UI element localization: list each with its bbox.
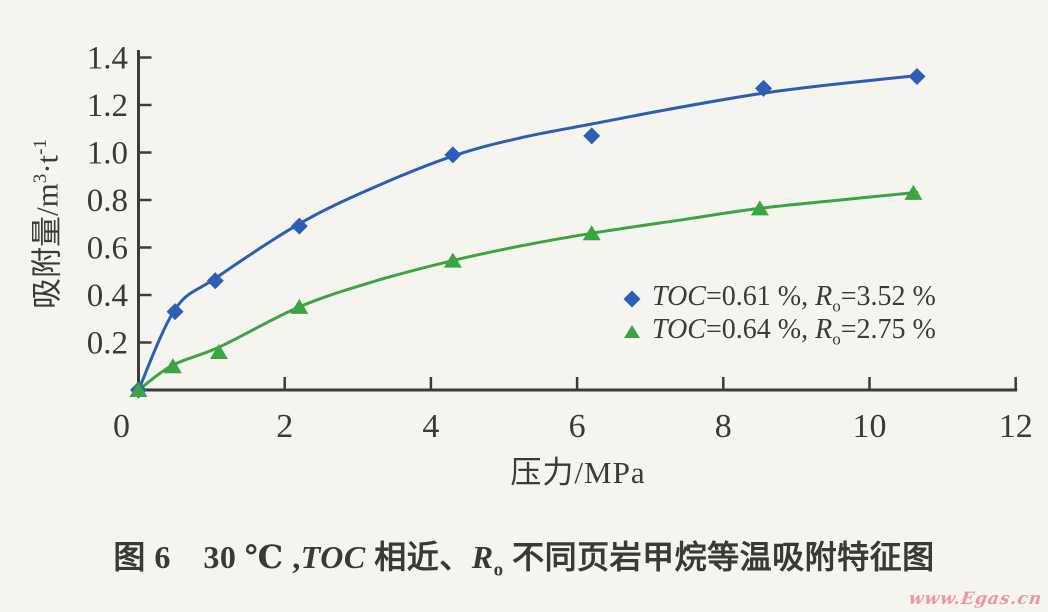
legend2-toc: TOC bbox=[652, 313, 706, 345]
watermark: www.Egas.cn bbox=[907, 589, 1044, 609]
legend1-r-sub: o bbox=[832, 296, 841, 316]
data-point-marker-series2 bbox=[129, 382, 148, 397]
y-axis-title-sup-minus1: -1 bbox=[30, 139, 52, 155]
legend2-r-value: =2.75 % bbox=[840, 313, 936, 345]
y-axis-title-sup-3: 3 bbox=[30, 173, 52, 184]
x-tick-label: 2 bbox=[276, 408, 293, 445]
legend2-toc-value: =0.64 %, bbox=[705, 313, 816, 345]
legend-triangle-icon bbox=[621, 325, 643, 338]
x-tick-label: 8 bbox=[715, 408, 732, 445]
figure-caption: 图 6 30 ℃ ,TOC 相近、Ro 不同页岩甲烷等温吸附特征图 bbox=[0, 532, 1048, 581]
y-axis-title-mid: ·t bbox=[29, 154, 65, 174]
legend2-r: R bbox=[815, 313, 833, 345]
y-axis-title: 吸附量/m3·t-1 bbox=[22, 139, 67, 309]
y-tick-label: 0.2 bbox=[87, 326, 128, 362]
legend1-toc-value: =0.61 %, bbox=[705, 280, 816, 312]
data-point-marker-series2 bbox=[582, 225, 601, 241]
legend-label-series1: TOC=0.61 %, Ro=3.52 % bbox=[652, 281, 936, 317]
x-axis-title: 压力/MPa bbox=[510, 455, 646, 490]
y-tick-label: 0.4 bbox=[87, 278, 128, 314]
x-tick-label: 4 bbox=[422, 408, 439, 445]
data-point-marker-series1 bbox=[166, 303, 184, 321]
y-tick-label: 0.6 bbox=[87, 231, 128, 267]
legend-label-series2: TOC=0.64 %, Ro=2.75 % bbox=[652, 314, 936, 350]
data-point-marker-series1 bbox=[444, 146, 462, 164]
caption-r-sub: o bbox=[493, 559, 504, 581]
diamond-marker-icon bbox=[623, 290, 641, 307]
data-point-marker-series2 bbox=[290, 298, 309, 314]
x-tick-label: 6 bbox=[569, 408, 586, 445]
x-tick-label: 10 bbox=[853, 408, 887, 445]
data-point-marker-series2 bbox=[209, 344, 228, 359]
caption-mid: 相近、 bbox=[365, 539, 472, 575]
legend-diamond-icon bbox=[621, 290, 643, 307]
caption-toc: TOC bbox=[300, 539, 366, 575]
data-point-marker-series2 bbox=[750, 200, 769, 216]
legend1-r: R bbox=[815, 280, 833, 312]
y-tick-label: 1.4 bbox=[87, 41, 128, 77]
data-point-marker-series1 bbox=[206, 272, 224, 290]
legend-item-series2: TOC=0.64 %, Ro=2.75 % bbox=[621, 314, 936, 350]
caption-r: R bbox=[471, 539, 494, 575]
legend-item-series1: TOC=0.61 %, Ro=3.52 % bbox=[621, 281, 936, 317]
y-axis-title-text: 吸附量/m bbox=[29, 183, 65, 309]
caption-suffix: 不同页岩甲烷等温吸附特征图 bbox=[503, 539, 935, 575]
caption-prefix: 图 6 30 ℃ , bbox=[113, 539, 301, 575]
y-tick-label: 0.8 bbox=[87, 183, 128, 219]
triangle-marker-icon bbox=[624, 325, 640, 338]
data-point-marker-series1 bbox=[908, 68, 926, 85]
x-tick-label: 12 bbox=[999, 408, 1033, 445]
y-tick-label: 1.2 bbox=[87, 88, 128, 124]
legend1-r-value: =3.52 % bbox=[840, 280, 936, 312]
data-point-marker-series2 bbox=[904, 184, 923, 200]
data-point-marker-series1 bbox=[755, 79, 773, 97]
data-point-marker-series2 bbox=[443, 252, 462, 268]
x-tick-label: 0 bbox=[113, 408, 130, 445]
data-point-marker-series1 bbox=[583, 127, 601, 145]
data-point-marker-series1 bbox=[290, 217, 308, 235]
y-tick-label: 1.0 bbox=[87, 136, 128, 172]
legend: TOC=0.61 %, Ro=3.52 % TOC=0.64 %, Ro=2.7… bbox=[621, 281, 936, 350]
legend2-r-sub: o bbox=[832, 329, 841, 349]
data-point-marker-series2 bbox=[163, 358, 182, 374]
legend1-toc: TOC bbox=[652, 280, 706, 312]
